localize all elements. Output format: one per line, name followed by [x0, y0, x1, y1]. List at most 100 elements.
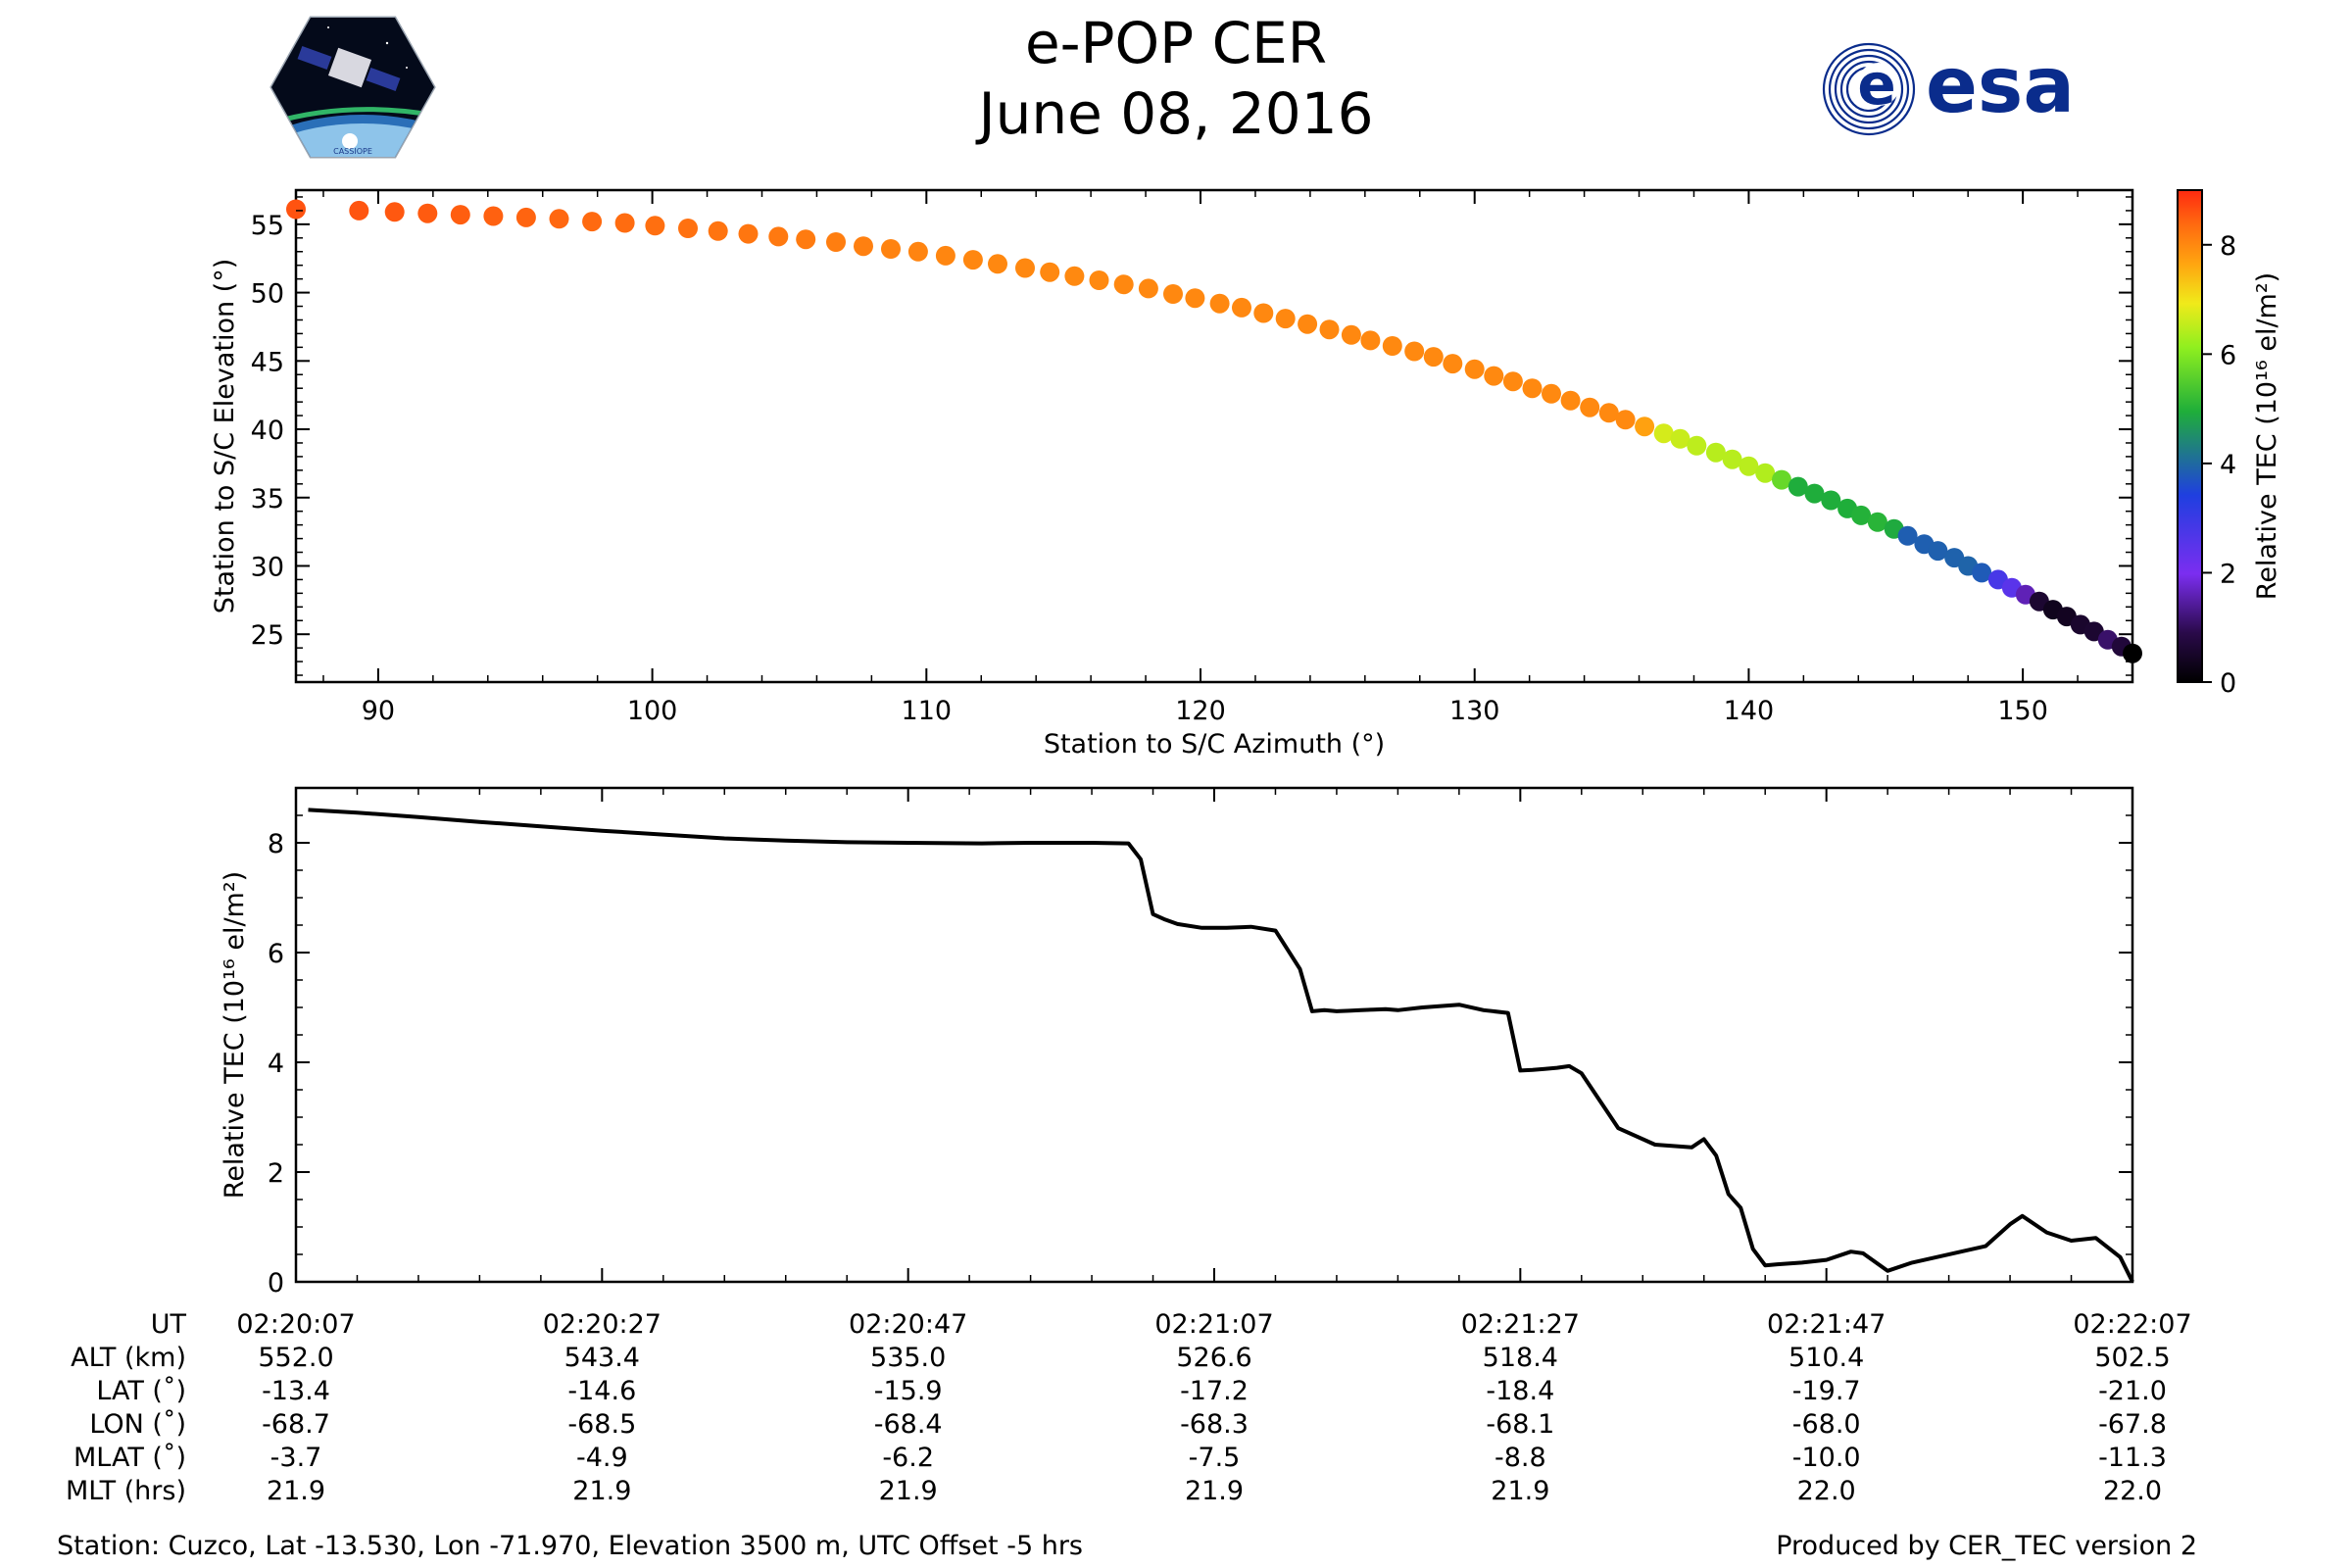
scatter-point [881, 239, 901, 259]
scatter-point [1821, 490, 1841, 511]
table-cell: -68.1 [1486, 1409, 1554, 1440]
table-cell: -7.5 [1189, 1443, 1241, 1473]
line-y-label: Relative TEC (10¹⁶ el/m²) [220, 871, 250, 1199]
table-row-label: LAT (˚) [96, 1376, 186, 1406]
scatter-point [1804, 483, 1825, 504]
table-cell: 518.4 [1483, 1343, 1558, 1373]
scatter-x-label: Station to S/C Azimuth (°) [1044, 729, 1385, 760]
table-row-label: ALT (km) [71, 1343, 186, 1373]
title-text: e-POP CER [1024, 10, 1328, 76]
scatter-point [1163, 284, 1183, 304]
scatter-point [1185, 288, 1205, 309]
scatter-point [1064, 266, 1085, 286]
scatter-point [1772, 469, 1791, 490]
table-cell: -67.8 [2098, 1409, 2167, 1440]
scatter-point [549, 209, 569, 229]
y-tick-label: 45 [251, 347, 284, 377]
table-cell: 02:20:07 [236, 1309, 355, 1340]
table-cell: -68.0 [1792, 1409, 1861, 1440]
table-cell: -68.5 [567, 1409, 636, 1440]
table-cell: 02:22:07 [2073, 1309, 2191, 1340]
table-row-label: MLT (hrs) [66, 1476, 186, 1506]
table-cell: -68.7 [262, 1409, 330, 1440]
scatter-point [768, 226, 789, 247]
y-tick-label: 55 [251, 211, 284, 241]
table-cell: -18.4 [1486, 1376, 1554, 1406]
table-row-label: MLAT (˚) [74, 1443, 186, 1473]
scatter-point [1635, 416, 1655, 437]
table-cell: -14.6 [567, 1376, 636, 1406]
scatter-point [796, 229, 816, 250]
scatter-point [1598, 403, 1619, 423]
table-row-label: LON (˚) [89, 1409, 186, 1440]
table-cell: 510.4 [1788, 1343, 1864, 1373]
scatter-point [1705, 442, 1726, 463]
scatter-point [1464, 359, 1485, 379]
table-cell: 22.0 [2103, 1476, 2162, 1506]
scatter-point [1897, 525, 1918, 546]
scatter-point [678, 219, 698, 238]
scatter-point [826, 232, 846, 252]
y-tick-label: 30 [251, 552, 284, 582]
x-tick-label: 120 [1175, 696, 1226, 726]
table-cell: 535.0 [870, 1343, 946, 1373]
table-cell: -3.7 [270, 1443, 322, 1473]
x-tick-label: 110 [902, 696, 953, 726]
colorbar-tick-label: 4 [2220, 450, 2236, 480]
scatter-point [1089, 270, 1109, 290]
table-cell: 21.9 [1185, 1476, 1244, 1506]
date-text: June 08, 2016 [978, 80, 1374, 147]
scatter-point [1360, 330, 1381, 351]
scatter-points [286, 199, 2142, 663]
scatter-point [1928, 541, 1948, 562]
scatter-point [1423, 347, 1444, 368]
table-cell: 502.5 [2094, 1343, 2170, 1373]
scatter-point [1502, 371, 1523, 392]
scatter-point [1138, 278, 1158, 299]
table-cell: 22.0 [1797, 1476, 1856, 1506]
colorbar-label: Relative TEC (10¹⁶ el/m²) [2252, 272, 2282, 600]
scatter-point [738, 223, 759, 244]
station-info: Station: Cuzco, Lat -13.530, Lon -71.970… [57, 1531, 1083, 1561]
scatter-point [962, 250, 983, 270]
scatter-point [286, 199, 306, 220]
scatter-point [1542, 383, 1561, 404]
table-cell: -68.3 [1180, 1409, 1249, 1440]
x-tick-label: 100 [627, 696, 678, 726]
esa-logo: e esa [1822, 42, 2075, 136]
scatter-point [450, 205, 470, 225]
scatter-point [1404, 341, 1425, 362]
colorbar-tick-label: 2 [2220, 559, 2236, 589]
table-cell: 21.9 [267, 1476, 325, 1506]
colorbar-ticks: 0 2 4 6 8 [2202, 231, 2236, 699]
scatter-point [1522, 378, 1543, 399]
scatter-point [1298, 314, 1318, 334]
table-cell: -19.7 [1792, 1376, 1861, 1406]
cassiope-text: CASSIOPE [333, 147, 372, 156]
scatter-point [2123, 643, 2142, 663]
table-cell: 21.9 [572, 1476, 631, 1506]
scatter-point [1275, 309, 1296, 329]
scatter-point [708, 220, 728, 241]
y-tick-label: 25 [251, 620, 284, 651]
colorbar-bar [2177, 189, 2203, 683]
y-tick-label: 50 [251, 279, 284, 310]
scatter-point [1382, 336, 1402, 356]
scatter-point [645, 216, 665, 236]
table-cell: -15.9 [874, 1376, 943, 1406]
line-plot-frame [294, 786, 2134, 1284]
table-cell: 02:21:27 [1461, 1309, 1580, 1340]
scatter-point [417, 203, 438, 223]
scatter-y-label: Station to S/C Elevation (°) [210, 259, 240, 614]
scatter-point [483, 206, 504, 226]
table-cell: 21.9 [1491, 1476, 1549, 1506]
scatter-point [854, 236, 873, 257]
scatter-point [988, 254, 1007, 274]
y-tick-label: 6 [268, 939, 284, 969]
x-tick-label: 90 [362, 696, 395, 726]
scatter-point [582, 212, 603, 232]
scatter-point [1253, 303, 1274, 323]
y-tick-label: 40 [251, 416, 284, 446]
colorbar-tick-label: 6 [2220, 340, 2236, 370]
